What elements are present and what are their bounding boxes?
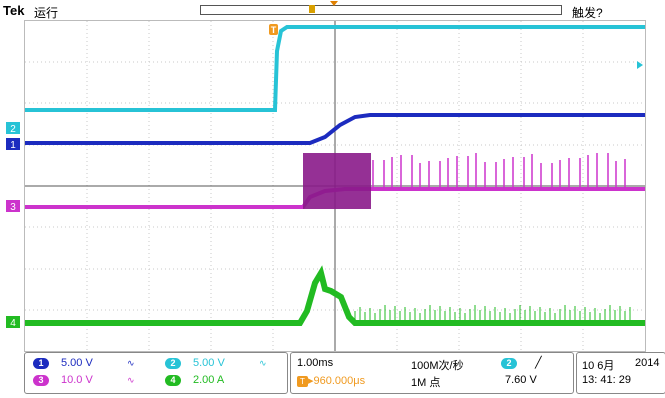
ch3-ground-marker[interactable]: 3 <box>6 200 20 213</box>
trigger-slope-icon: ╱ <box>535 357 542 369</box>
ch3-scale[interactable]: 10.0 V <box>61 374 93 386</box>
ch4-badge[interactable]: 4 <box>165 375 181 386</box>
timebase-scale[interactable]: 1.00ms <box>297 357 334 369</box>
grid-lines <box>25 21 645 351</box>
trigger-status: 触发? <box>572 6 603 20</box>
sample-rate: 100M次/秒 <box>411 360 464 372</box>
ch1-badge[interactable]: 1 <box>33 358 49 369</box>
record-view-window[interactable] <box>309 5 315 13</box>
top-status-bar: Tek 运行 触发? <box>0 0 665 22</box>
trigger-position-marker <box>330 1 338 6</box>
channel-3-trace <box>25 153 645 209</box>
trigger-pos-icon: T <box>297 375 308 387</box>
channel-scale-panel: 1 5.00 V ∿ 2 5.00 V ∿ 3 10.0 V ∿ 4 2.00 … <box>24 352 288 394</box>
timebase-position-value: ▸960.000μs <box>308 375 366 387</box>
ch3-coupling-icon: ∿ <box>127 375 135 385</box>
record-length: 1M 点 <box>411 377 441 389</box>
date: 10 6月 <box>582 360 615 372</box>
ch4-scale[interactable]: 2.00 A <box>193 374 225 386</box>
svg-text:4: 4 <box>10 318 16 329</box>
channel-4-trace <box>25 265 645 326</box>
ch2-scale[interactable]: 5.00 V <box>193 357 225 369</box>
waveform-display[interactable]: T <box>24 20 646 352</box>
datetime-panel: 10 6月 2014 13: 41: 29 <box>576 352 665 394</box>
channel-ground-markers: 2 1 3 4 <box>6 122 20 329</box>
trigger-source-badge[interactable]: 2 <box>501 358 517 369</box>
ch1-scale[interactable]: 5.00 V <box>61 357 93 369</box>
timebase-position[interactable]: T ▸960.000μs <box>297 374 365 387</box>
ch2-coupling-icon: ∿ <box>259 358 267 368</box>
svg-text:3: 3 <box>10 202 16 213</box>
brand-logo: Tek <box>3 3 25 18</box>
ch3-badge[interactable]: 3 <box>33 375 49 386</box>
bottom-readout-bar: 1 5.00 V ∿ 2 5.00 V ∿ 3 10.0 V ∿ 4 2.00 … <box>24 352 665 396</box>
timebase-trigger-panel: 1.00ms T ▸960.000μs 100M次/秒 1M 点 2 ╱ 7.60… <box>290 352 574 394</box>
waveform-graticule: T <box>25 21 645 351</box>
ch2-ground-marker[interactable]: 2 <box>6 122 20 135</box>
run-state[interactable]: 运行 <box>34 6 59 20</box>
trigger-level[interactable]: 7.60 V <box>505 374 537 386</box>
ch2-badge[interactable]: 2 <box>165 358 181 369</box>
ch4-ground-marker[interactable]: 4 <box>6 316 20 329</box>
svg-text:1: 1 <box>10 140 16 151</box>
ch1-ground-marker[interactable]: 1 <box>6 138 20 151</box>
svg-text:2: 2 <box>10 124 16 135</box>
channel-2-trace <box>25 25 645 112</box>
trigger-t-marker <box>269 24 278 35</box>
year: 2014 <box>635 357 660 369</box>
time: 13: 41: 29 <box>582 374 631 386</box>
trigger-level-arrow[interactable] <box>637 61 643 69</box>
trigger-t-label: T <box>271 25 277 35</box>
record-length-bar <box>200 5 562 15</box>
ch1-coupling-icon: ∿ <box>127 358 135 368</box>
channel-1-trace <box>25 113 645 145</box>
